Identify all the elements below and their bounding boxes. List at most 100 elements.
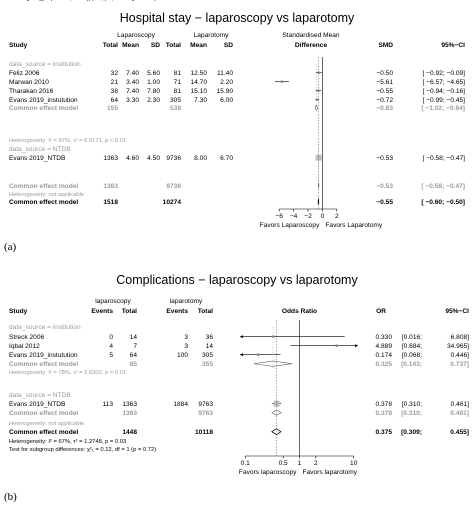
- subgroup-pooled-total-2: 538: [170, 105, 181, 112]
- effect-header-line1: Standardised Mean: [282, 32, 340, 39]
- study-name: Marwan 2010: [9, 79, 49, 86]
- subgroup-pooled-total-1: 1363: [103, 183, 118, 190]
- study-mean-1: 7.40: [126, 70, 139, 77]
- study-point-marker: [272, 335, 275, 338]
- chart-title: Complications − laparoscopy vs laparotom…: [116, 273, 358, 287]
- subgroup-pooled-ci-high: 0.461]: [450, 410, 469, 417]
- ci-arrow-left: [240, 335, 243, 339]
- subgroup-pooled-total-1: 85: [130, 361, 138, 368]
- study-name: Evans 2019_NTDB: [9, 401, 66, 408]
- study-sd-2: 2.20: [220, 79, 233, 86]
- study-name: Evans 2019_instutution: [9, 352, 78, 359]
- study-header: Study: [9, 42, 28, 49]
- study-total-2: 9736: [166, 155, 181, 162]
- subgroup-heterogeneity: Heterogeneity: not applicable: [9, 421, 84, 427]
- study-mean-1: 7.40: [126, 88, 139, 95]
- study-ci: [ −0.94; −0.16]: [422, 88, 465, 95]
- study-point-marker: [315, 154, 322, 161]
- study-total-2: 36: [206, 334, 214, 341]
- study-estimate: 4.889: [375, 343, 392, 350]
- subgroup-pooled-diamond: [314, 104, 319, 111]
- study-total-1: 64: [111, 97, 119, 104]
- subgroup-pooled-ci-high: 0.737]: [450, 361, 469, 368]
- subgroup-heterogeneity: Heterogeneity: I² = 78%, τ² = 2.6302, p …: [9, 370, 126, 376]
- favors-left-label: Favors Laparoscopy: [260, 222, 320, 229]
- study-sd-1: 2.30: [147, 97, 160, 104]
- measure-header: SMD: [378, 42, 393, 49]
- study-ci-high: 0.446]: [451, 352, 470, 359]
- study-sd-1: 5.60: [147, 70, 160, 77]
- subgroup-pooled-total-2: 355: [202, 361, 213, 368]
- study-point-marker: [273, 400, 280, 407]
- overall-estimate: −0.55: [376, 199, 393, 206]
- study-estimate: −0.55: [376, 88, 393, 95]
- x-tick-label: 0.5: [279, 460, 288, 467]
- study-point-marker: [257, 353, 260, 356]
- study-sd-1: 1.00: [147, 79, 160, 86]
- total-header-2: Total: [198, 308, 213, 315]
- study-mean-1: 3.40: [126, 79, 139, 86]
- subgroup-pooled-label: Common effect model: [9, 361, 78, 368]
- study-point-marker: [280, 80, 284, 83]
- subgroup-pooled-ci-low: [0.310;: [401, 410, 422, 417]
- events-header-1: Events: [91, 308, 113, 315]
- overall-total-1: 1518: [103, 199, 118, 206]
- study-events-2: 3: [184, 334, 188, 341]
- x-tick-label: 2: [335, 213, 339, 220]
- subgroup-label: data_source = NTDB: [9, 392, 71, 399]
- study-ci: [ −0.58; −0.47]: [422, 155, 465, 162]
- favors-right-label: Favors laparotomy: [302, 469, 357, 476]
- study-ci: [ −0.92; −0.09]: [422, 70, 465, 77]
- events-header-2: Events: [166, 308, 188, 315]
- total-header-1: Total: [103, 42, 118, 49]
- study-ci-low: [0.016;: [402, 334, 422, 341]
- x-tick-label: 0.1: [241, 460, 250, 467]
- study-name: Evans 2019_NTDB: [9, 155, 66, 162]
- study-mean-1: 4.60: [126, 155, 139, 162]
- study-mean-2: 12.50: [190, 70, 207, 77]
- study-point-marker: [335, 344, 339, 347]
- study-name: Iqbal 2012: [9, 343, 40, 350]
- favors-right-label: Favors Laparotomy: [325, 222, 383, 229]
- overall-total-2: 10118: [195, 429, 213, 436]
- subgroup-heterogeneity: Heterogeneity: I² = 97%, τ² = 6.0171, p …: [9, 138, 126, 144]
- x-tick-label: −4: [290, 213, 298, 220]
- total-header-1: Total: [122, 308, 137, 315]
- effect-header: Odds Ratio: [282, 308, 317, 315]
- overall-total-2: 10274: [163, 199, 182, 206]
- study-sd-2: 15.90: [216, 88, 233, 95]
- x-tick-label: 0: [321, 213, 325, 220]
- study-events-1: 4: [109, 343, 113, 350]
- subgroup-pooled-estimate: −0.83: [376, 105, 393, 112]
- subgroup-pooled-diamond: [253, 360, 293, 367]
- study-total-1: 14: [130, 334, 138, 341]
- overall-ci-high: 0.455]: [450, 429, 469, 436]
- study-total-2: 305: [202, 352, 213, 359]
- study-name: Evans 2019_instutution: [9, 97, 78, 104]
- subgroup-pooled-label: Common effect model: [9, 410, 78, 417]
- study-ci-low: [0.068;: [402, 352, 422, 359]
- study-sd-2: 6.00: [220, 97, 233, 104]
- study-ci-low: [0.684;: [402, 343, 422, 350]
- overall-ci: [ −0.60; −0.50]: [421, 199, 465, 206]
- study-total-1: 64: [130, 352, 138, 359]
- sd-header-1: SD: [151, 42, 160, 49]
- mean-header-2: Mean: [190, 42, 207, 49]
- study-ci-high: 0.461]: [451, 401, 470, 408]
- subgroup-pooled-estimate: 0.325: [375, 361, 392, 368]
- study-total-1: 1363: [103, 155, 118, 162]
- overall-total-1: 1448: [122, 429, 137, 436]
- subgroup-pooled-total-2: 9763: [198, 410, 213, 417]
- study-total-2: 9763: [198, 401, 213, 408]
- subgroup-test: Test for subgroup differences: χ²₁ = 0.1…: [9, 447, 156, 453]
- subgroup-label: data_source = NTDB: [9, 146, 71, 153]
- x-tick-label: 10: [350, 460, 358, 467]
- subgroup-pooled-total-1: 155: [107, 105, 118, 112]
- study-estimate: −5.61: [376, 79, 393, 86]
- study-sd-1: 4.50: [147, 155, 160, 162]
- overall-heterogeneity: Heterogeneity: I² = 96%, τ² = 4.7524, p …: [9, 0, 126, 2]
- study-total-1: 21: [111, 79, 119, 86]
- study-total-1: 1363: [122, 401, 137, 408]
- ci-arrow-right: [355, 344, 358, 348]
- study-total-1: 32: [111, 70, 119, 77]
